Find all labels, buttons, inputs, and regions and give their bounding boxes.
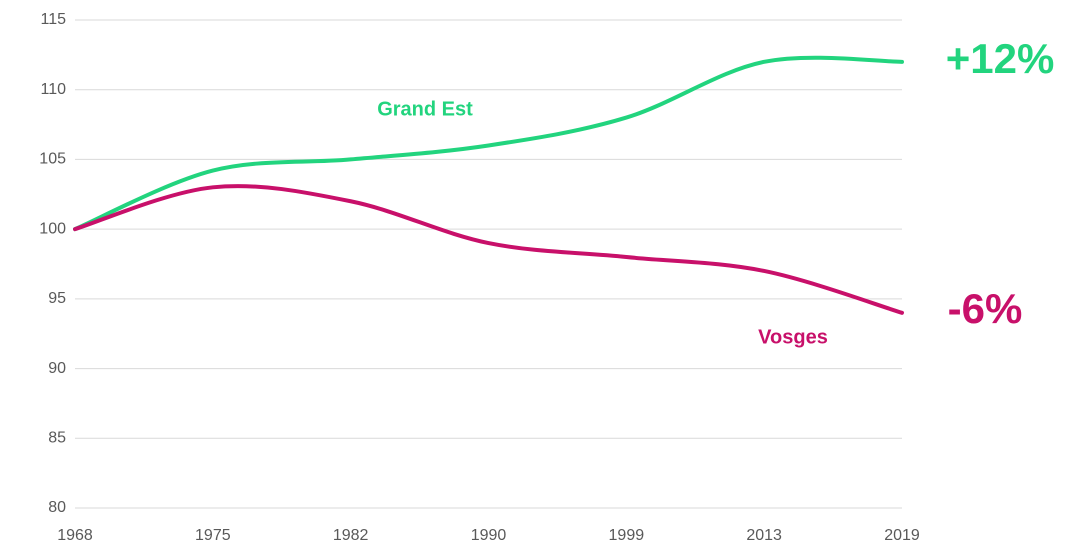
y-tick-label: 90 — [48, 360, 66, 377]
series-line — [73, 55, 904, 232]
y-tick-label: 85 — [48, 430, 66, 447]
y-tick-label: 115 — [40, 11, 66, 28]
series-line — [73, 184, 904, 315]
annotation: +12% — [946, 35, 1055, 82]
y-tick-label: 100 — [39, 220, 66, 237]
series-label: Grand Est — [377, 98, 473, 120]
y-tick-label: 110 — [40, 81, 66, 98]
x-tick-label: 2019 — [884, 527, 920, 544]
y-tick-label: 80 — [48, 499, 66, 516]
x-tick-label: 2013 — [746, 527, 782, 544]
y-tick-label: 95 — [48, 290, 66, 307]
y-tick-label: 105 — [39, 151, 66, 168]
x-tick-label: 1975 — [195, 527, 231, 544]
x-tick-label: 1999 — [609, 527, 645, 544]
x-tick-label: 1982 — [333, 527, 369, 544]
series-label: Vosges — [758, 326, 828, 348]
x-tick-label: 1990 — [471, 527, 507, 544]
annotation: -6% — [948, 285, 1023, 332]
x-tick-label: 1968 — [57, 527, 93, 544]
